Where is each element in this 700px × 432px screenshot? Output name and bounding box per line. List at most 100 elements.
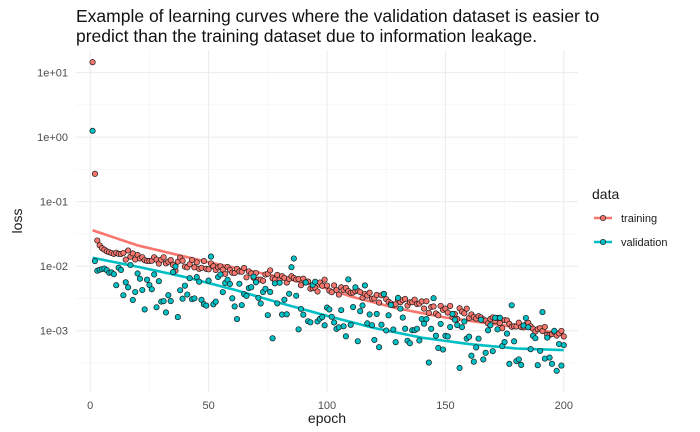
validation-point bbox=[288, 264, 295, 271]
legend-key-point-validation bbox=[599, 238, 607, 246]
validation-point bbox=[508, 302, 515, 309]
validation-point bbox=[416, 337, 423, 344]
validation-point bbox=[143, 276, 151, 283]
validation-point bbox=[231, 303, 238, 310]
validation-point bbox=[129, 296, 136, 304]
data-points bbox=[89, 59, 567, 374]
x-tick-label: 100 bbox=[318, 400, 336, 412]
validation-point bbox=[402, 325, 409, 332]
training-point bbox=[260, 277, 267, 284]
validation-point bbox=[439, 346, 447, 353]
validation-point bbox=[397, 305, 404, 312]
validation-point bbox=[349, 304, 357, 311]
validation-point bbox=[295, 326, 302, 333]
validation-point bbox=[371, 336, 378, 343]
y-tick-label: 1e+01 bbox=[37, 68, 68, 80]
validation-point bbox=[432, 332, 439, 339]
validation-point bbox=[366, 311, 373, 318]
x-axis-label: epoch bbox=[308, 410, 346, 426]
validation-point bbox=[186, 275, 193, 282]
validation-point bbox=[532, 335, 539, 342]
validation-point bbox=[423, 315, 430, 323]
validation-point bbox=[383, 327, 390, 334]
validation-point bbox=[151, 271, 158, 278]
validation-point bbox=[385, 312, 392, 319]
validation-point bbox=[300, 311, 307, 318]
validation-point bbox=[537, 347, 544, 354]
validation-point bbox=[179, 295, 186, 302]
validation-point bbox=[376, 344, 383, 351]
validation-point bbox=[503, 330, 511, 337]
validation-point bbox=[361, 282, 368, 289]
validation-point bbox=[281, 296, 288, 303]
validation-point bbox=[456, 364, 463, 372]
validation-point bbox=[283, 311, 290, 318]
validation-point bbox=[345, 276, 352, 283]
validation-point bbox=[518, 361, 525, 369]
validation-point bbox=[191, 295, 198, 302]
validation-point bbox=[89, 127, 96, 134]
validation-point bbox=[511, 338, 518, 345]
validation-point bbox=[203, 302, 210, 309]
validation-point bbox=[233, 316, 241, 323]
grid bbox=[76, 50, 578, 392]
validation-point bbox=[444, 333, 451, 340]
validation-point bbox=[125, 284, 132, 291]
validation-point bbox=[139, 286, 146, 294]
x-tick-label: 0 bbox=[87, 400, 93, 412]
validation-point bbox=[466, 333, 473, 340]
training-point bbox=[331, 282, 338, 289]
validation-point bbox=[132, 288, 139, 296]
validation-point bbox=[475, 335, 482, 342]
validation-point bbox=[392, 339, 399, 346]
training-point bbox=[89, 59, 96, 66]
legend-label-validation: validation bbox=[621, 237, 667, 249]
validation-point bbox=[262, 285, 269, 292]
legend-key-point-training bbox=[599, 214, 607, 222]
training-point bbox=[366, 289, 373, 296]
validation-point bbox=[515, 356, 522, 363]
validation-point bbox=[110, 271, 117, 278]
validation-point bbox=[134, 270, 141, 277]
validation-point bbox=[264, 312, 271, 319]
training-point bbox=[179, 257, 186, 264]
validation-point bbox=[219, 289, 226, 296]
x-tick-label: 150 bbox=[436, 400, 454, 412]
validation-point bbox=[357, 308, 364, 315]
validation-point bbox=[136, 275, 143, 282]
validation-point bbox=[155, 278, 162, 285]
training-point bbox=[267, 267, 274, 274]
validation-point bbox=[117, 266, 125, 273]
legend-label-training: training bbox=[621, 213, 657, 225]
validation-point bbox=[387, 301, 394, 309]
validation-point bbox=[496, 314, 503, 321]
validation-point bbox=[421, 320, 428, 327]
validation-point bbox=[480, 356, 487, 363]
validation-point bbox=[428, 325, 435, 332]
training-point bbox=[120, 249, 127, 257]
validation-point bbox=[352, 284, 359, 291]
validation-point bbox=[558, 362, 565, 369]
chart-title-line-1: Example of learning curves where the val… bbox=[76, 6, 600, 26]
validation-point bbox=[302, 279, 309, 286]
legend-title: data bbox=[592, 186, 619, 202]
validation-point bbox=[380, 291, 387, 298]
validation-point bbox=[437, 320, 444, 327]
validation-point bbox=[413, 325, 421, 332]
training-point bbox=[425, 309, 432, 316]
validation-point bbox=[177, 287, 184, 294]
validation-point bbox=[484, 327, 492, 334]
validation-point bbox=[162, 309, 170, 316]
y-tick-label: 1e+00 bbox=[37, 132, 68, 144]
y-tick-label: 1e-02 bbox=[40, 261, 68, 273]
validation-point bbox=[527, 346, 534, 353]
validation-point bbox=[430, 295, 437, 302]
validation-point bbox=[368, 322, 376, 329]
validation-point bbox=[229, 295, 236, 302]
validation-point bbox=[359, 302, 366, 309]
validation-point bbox=[501, 339, 508, 346]
validation-point bbox=[286, 290, 293, 297]
validation-point bbox=[477, 316, 484, 323]
validation-point bbox=[207, 253, 215, 260]
training-point bbox=[193, 259, 200, 266]
